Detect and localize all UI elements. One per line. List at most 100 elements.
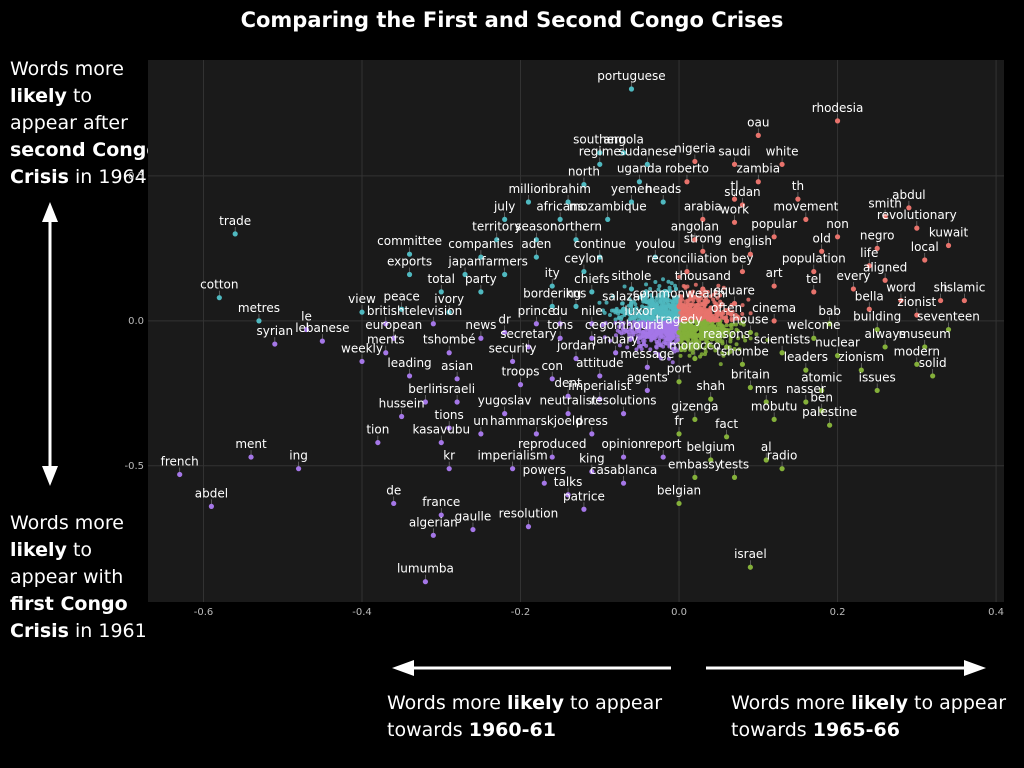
point-every [850,286,857,292]
label-secretary: secretary [500,327,556,341]
minor-point [657,319,662,324]
minor-point [657,283,662,288]
point-de [391,500,397,507]
point-rhodesia [834,118,841,124]
label-ce: ce [585,318,599,332]
left-arrow [392,660,671,676]
label-oau: oau [747,115,769,129]
label-house: house [732,312,768,326]
label-ceylon: ceylon [564,252,603,266]
point-smith [882,213,888,220]
point-tl [731,196,738,202]
minor-point [686,315,691,320]
minor-point [670,330,675,335]
minor-point [703,352,708,357]
minor-point [637,314,642,319]
point-embassy [692,474,698,480]
minor-point [652,326,657,331]
point-security [509,358,516,365]
label-nile: nile [581,304,603,318]
minor-point [691,289,696,294]
point-english [747,251,753,257]
minor-point [693,336,698,341]
minor-point [617,329,622,334]
minor-point [685,338,690,343]
point-square [731,300,738,307]
minor-point [631,314,636,319]
label-leaders: leaders [784,350,828,364]
point-ing [295,466,302,472]
minor-point [654,344,659,349]
point-million [525,199,532,205]
minor-point [673,283,678,288]
y-tick-label: 0.5 [128,171,144,182]
label-ment: ment [235,437,267,451]
minor-point [667,323,672,328]
minor-point [637,329,642,334]
minor-point [608,338,613,343]
minor-point [692,295,697,300]
minor-point [734,322,739,327]
label-france: france [422,495,460,509]
right-arrow [706,660,986,676]
label-casablanca: casablanca [590,463,657,477]
point-sithole [628,286,635,292]
point-tragedy [676,329,682,336]
minor-point [604,300,609,305]
minor-point [621,321,626,326]
label-cinema: cinema [752,301,796,315]
label-fr: fr [674,414,683,428]
point-shah [708,396,714,402]
minor-point [614,306,619,311]
label-islamic: islamic [943,281,985,295]
minor-point [711,297,716,302]
label-angolan: angolan [671,220,719,234]
minor-point [650,314,655,319]
label-seventeen: seventeen [917,310,980,324]
point-gomhouria [628,335,635,341]
label-zionism: zionism [838,350,884,364]
point-tshombe [739,361,746,367]
minor-point [665,337,670,342]
point-january [613,350,619,356]
minor-point [617,324,622,329]
minor-point [720,350,725,355]
label-mozambique: mozambique [569,199,647,213]
point-atomic [819,387,825,394]
label-sithole: sithole [611,269,651,283]
label-powers: powers [523,463,566,477]
point-gaulle [470,526,476,533]
label-patrice: patrice [563,489,605,503]
label-sudan: sudan [724,185,760,199]
label-belgium: belgium [686,440,735,454]
point-angolan [692,237,698,243]
point-committee [406,251,413,257]
point-movement [803,216,809,223]
minor-point [692,315,697,320]
label-britain: britain [731,368,770,382]
minor-point [728,349,733,354]
point-often [723,318,730,324]
label-july: july [493,199,515,213]
minor-point [743,338,748,343]
point-art [771,283,777,289]
minor-point [708,294,713,299]
label-exports: exports [387,254,432,268]
point-zionist [914,312,920,318]
point-british [383,321,389,327]
label-news: news [465,318,496,332]
minor-point [702,319,707,324]
point-japan [462,271,468,278]
minor-point [653,280,658,285]
label-reconciliation: reconciliation [647,252,728,266]
point-gizenga [692,416,698,423]
grid [148,60,1004,602]
minor-point [603,321,608,326]
label-reasons: reasons [703,327,750,341]
label-trade: trade [219,214,251,228]
label-gomhouria: gomhouria [599,318,664,332]
label-prince: prince [518,304,555,318]
minor-point [706,321,711,326]
minor-point [740,311,745,316]
label-continue: continue [574,237,626,251]
